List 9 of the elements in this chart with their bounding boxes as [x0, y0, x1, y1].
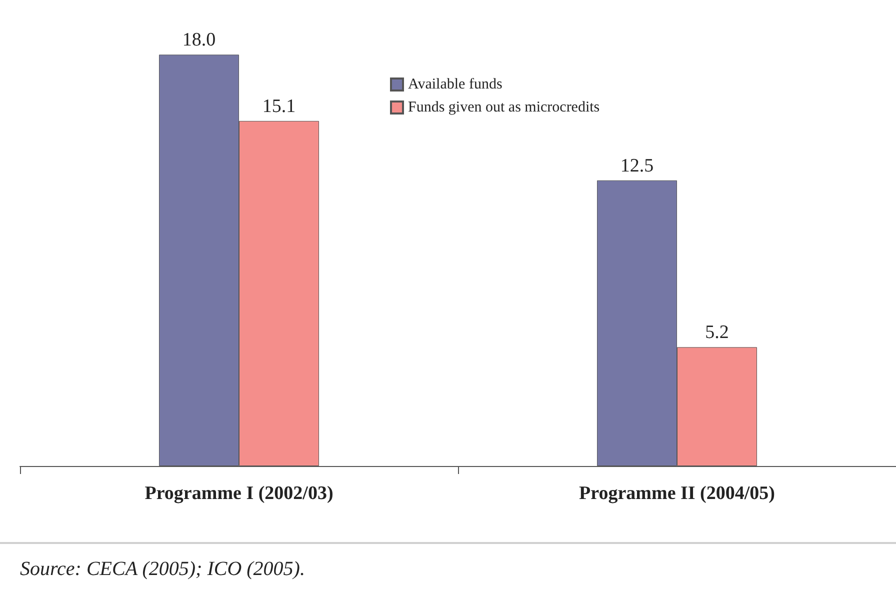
data-label: 5.2 [705, 322, 729, 344]
data-label: 18.0 [182, 30, 216, 51]
x-tick-label: Programme I (2002/03) [144, 483, 334, 504]
legend-label: Available funds [408, 76, 502, 92]
x-tick-label: Programme II (2004/05) [579, 483, 775, 504]
legend-label: Funds given out as microcredits [408, 100, 600, 116]
data-label: 15.1 [262, 96, 296, 117]
data-label: 12.5 [620, 155, 654, 176]
source-note: Source: CECA (2005); ICO (2005). [20, 558, 305, 581]
